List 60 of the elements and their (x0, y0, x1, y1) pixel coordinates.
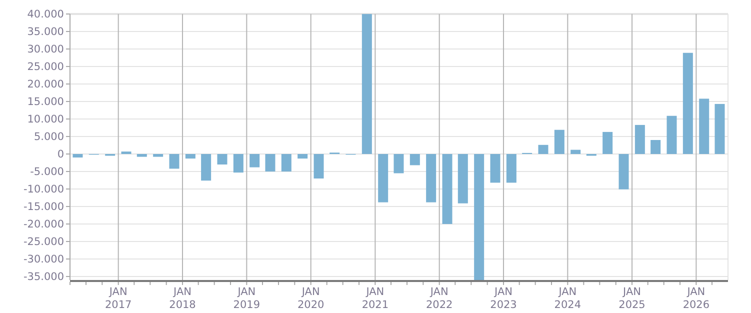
y-tick-label: -5.000 (30, 166, 64, 178)
bar (538, 144, 548, 154)
bar (474, 154, 484, 280)
bar (714, 104, 725, 154)
x-tick-label: JAN 2019 (233, 286, 260, 311)
bar (314, 154, 324, 178)
y-tick-label: 30.000 (27, 44, 64, 56)
bar (699, 98, 710, 154)
bar (153, 154, 164, 157)
bar (250, 154, 260, 168)
y-tick-label: 15.000 (27, 96, 64, 108)
bar (394, 154, 404, 174)
bar (281, 154, 292, 172)
y-tick-label: 20.000 (27, 78, 64, 91)
bar (217, 154, 228, 164)
bar (634, 124, 645, 154)
bar (185, 154, 196, 159)
bar (265, 154, 276, 172)
y-tick-label: 10.000 (27, 114, 64, 126)
bar (650, 140, 661, 154)
bar (298, 154, 308, 159)
bar (554, 130, 564, 154)
y-tick-label: 5.000 (34, 131, 64, 144)
bar (378, 154, 388, 202)
bar (169, 154, 180, 169)
x-tick-label: JAN 2017 (104, 286, 132, 311)
bar (682, 52, 693, 154)
bar (442, 154, 452, 224)
y-tick-label: -10.000 (23, 184, 64, 196)
x-tick-label: JAN 2021 (362, 286, 389, 311)
y-tick-label: 35.000 (27, 26, 64, 38)
y-tick-label: -30.000 (23, 254, 64, 266)
x-tick-label: JAN 2026 (682, 286, 710, 311)
bar (490, 154, 500, 183)
y-tick-label: -20.000 (23, 218, 64, 231)
x-tick-label: JAN 2018 (169, 286, 196, 311)
bar (666, 116, 677, 154)
x-tick-label: JAN 2023 (490, 286, 517, 311)
bar (410, 154, 420, 166)
bar (602, 132, 613, 154)
bar (458, 154, 468, 204)
y-tick-label: -15.000 (23, 201, 64, 214)
x-tick-label: JAN 2025 (618, 286, 646, 311)
y-tick-label: -25.000 (23, 236, 64, 248)
y-tick-label: 40.000 (27, 8, 64, 21)
bar (618, 154, 629, 190)
bar (233, 154, 244, 173)
bar (72, 154, 83, 158)
y-tick-label: 0 (57, 148, 64, 161)
bar (136, 154, 147, 157)
y-tick-label: -35.000 (23, 271, 64, 284)
bar (570, 150, 581, 154)
x-tick-label: JAN 2024 (554, 286, 582, 311)
y-tick-label: 25.000 (27, 61, 64, 74)
bar (362, 14, 372, 154)
bar (201, 154, 212, 181)
bar (506, 154, 516, 183)
x-tick-label: JAN 2022 (426, 286, 453, 311)
bar (426, 154, 436, 202)
x-tick-label: JAN 2020 (297, 286, 324, 311)
